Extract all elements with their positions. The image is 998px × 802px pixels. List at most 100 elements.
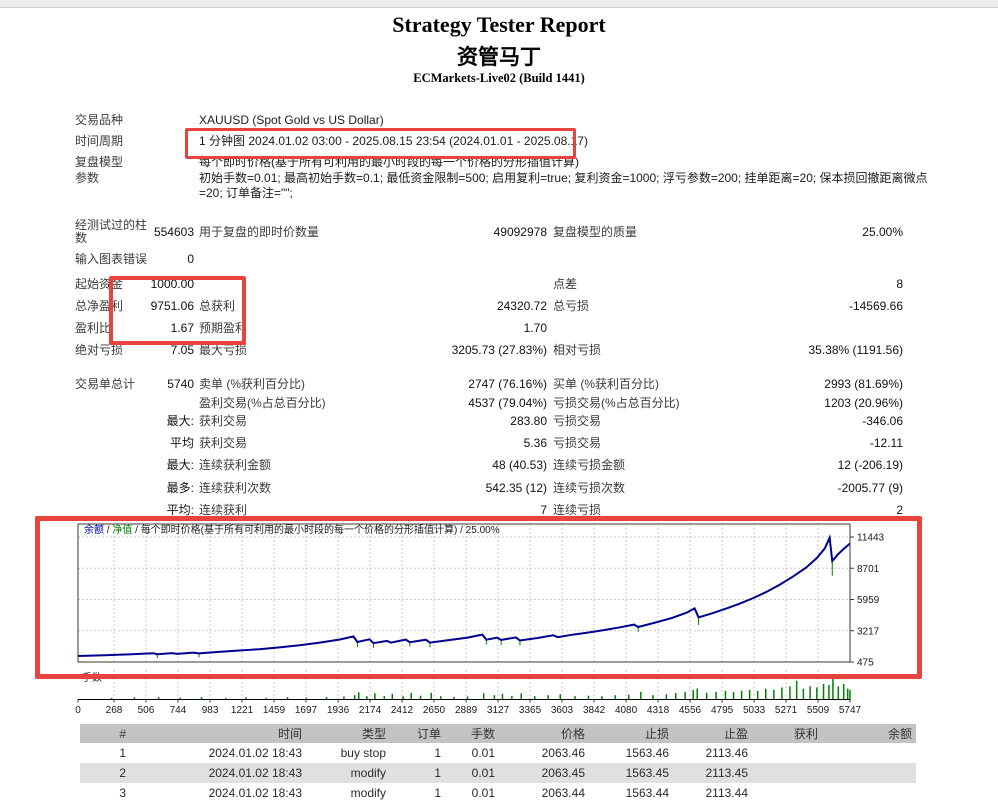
trades-column-header: 价格 (499, 724, 589, 743)
trades-cell: 2063.46 (541, 746, 585, 760)
x-tick-label: 3365 (519, 705, 542, 716)
x-tick-label: 5747 (839, 705, 862, 716)
lots-bar (640, 691, 642, 700)
x-tick-label: 744 (170, 705, 187, 716)
lots-bar (225, 697, 227, 700)
lots-bar (849, 689, 851, 700)
lots-bar (715, 691, 717, 700)
trades-header-row: # 时间 类型 订单 手数 价格 止损 止盈 获利 余额 (80, 724, 916, 743)
lots-bar (533, 696, 536, 700)
stats-row: 输入图表错误 0 (0, 252, 998, 268)
lots-bar (559, 694, 561, 700)
x-tick-label: 268 (106, 705, 123, 716)
lots-bar (305, 697, 308, 700)
x-tick-label: 0 (75, 705, 81, 716)
lots-bar (756, 690, 759, 700)
info-row-value: 初始手数=0.01; 最高初始手数=0.1; 最低资金限制=500; 启用复利=… (199, 171, 928, 200)
stats-label: 连续获利 (199, 503, 248, 517)
stats-label: 亏损交易 (553, 436, 602, 450)
stats-value: 542.35 (12) (485, 481, 547, 495)
lots-bar (832, 675, 834, 700)
stats-value: 554603 (153, 225, 194, 239)
lots-bar (133, 697, 136, 700)
stats-value: 5.36 (523, 436, 547, 450)
stats-label: 盈利交易(%占总百分比) (199, 396, 326, 410)
lots-bar (520, 693, 523, 700)
lots-bar (419, 695, 422, 700)
lots-bar (846, 688, 849, 700)
trades-column-header: 止损 (589, 724, 673, 743)
stats-label: 交易单总计 (75, 377, 136, 391)
lots-bar (789, 686, 791, 700)
lots-bar (795, 680, 798, 700)
stats-row: 经测试过的柱数 554603 用于复盘的即时价数量 49092978 复盘模型的质量 25… (0, 219, 998, 245)
lots-bar (511, 696, 513, 700)
stats-label: 连续亏损 (553, 503, 602, 517)
lots-bar (809, 686, 811, 700)
x-tick-label: 4556 (679, 705, 702, 716)
trades-column-header: 余额 (822, 724, 916, 743)
trades-cell: 2113.44 (705, 786, 749, 800)
lots-bar (391, 693, 394, 700)
info-row-value: 1 分钟图 2024.01.02 03:00 - 2025.08.15 23:5… (199, 134, 588, 148)
trades-cell (822, 763, 916, 783)
y-tick-label: 11443 (857, 533, 885, 544)
lots-bar (601, 696, 603, 700)
trades-cell: 1 (434, 746, 441, 760)
stats-row: 盈利比 1.67 预期盈利 1.70 (0, 321, 998, 337)
lots-bar (740, 690, 743, 700)
lots-bar (828, 685, 830, 700)
stats-value: 最多: (166, 481, 194, 495)
trades-cell: 2024.01.02 18:43 (130, 763, 306, 783)
stats-value: -12.11 (869, 436, 903, 450)
lots-bar (157, 697, 160, 700)
lots-bar (692, 689, 694, 700)
lots-bar (837, 686, 840, 700)
stats-value: 24320.72 (496, 299, 547, 313)
stats-value: -14569.66 (848, 299, 903, 313)
lots-bar (547, 695, 549, 700)
stats-label: 获利交易 (199, 414, 248, 428)
balance-line (77, 533, 851, 657)
balance-equity-chart: 11443 8701 5959 3217 475 0 268 506 744 983 1221 145… (75, 523, 885, 716)
lots-bar (802, 688, 805, 700)
trades-column-header: 订单 (390, 724, 445, 743)
stats-row: 最大: 获利交易 283.80 亏损交易 -346.06 (0, 414, 998, 430)
lots-bar (614, 695, 617, 700)
stats-value: 5740 (167, 377, 194, 391)
legend-equity-label: 净值 (112, 525, 133, 536)
lots-bar (179, 697, 181, 700)
stats-row: 绝对亏损 7.05 最大亏损 3205.73 (27.83%) 相对亏损 35.38% (… (0, 343, 998, 359)
lots-bar (245, 697, 247, 700)
trades-cell: modify (306, 763, 390, 783)
trades-cell: 1563.46 (625, 746, 669, 760)
trades-cell: 2063.45 (499, 763, 589, 783)
lots-bar (748, 689, 751, 700)
stats-value: 1000.00 (150, 277, 194, 291)
trades-cell: 2 (80, 763, 130, 783)
stats-label: 连续亏损次数 (553, 481, 626, 495)
lots-bar (665, 694, 668, 700)
stats-label: 获利交易 (199, 436, 248, 450)
lots-bar (325, 697, 328, 700)
lots-bar (402, 696, 404, 700)
stats-value: 1203 (20.96%) (824, 396, 903, 410)
stats-row: 平均 获利交易 5.36 亏损交易 -12.11 (0, 436, 998, 452)
trades-column-header: 时间 (130, 724, 306, 743)
stats-row: 最大: 连续获利金额 48 (40.53) 连续亏损金额 12 (-206.19) (0, 458, 998, 474)
x-tick-label: 2174 (359, 705, 382, 716)
lots-bar (724, 690, 727, 700)
stats-value: 9751.06 (150, 299, 194, 313)
stats-value: 48 (40.53) (492, 458, 547, 472)
lots-bar (482, 693, 485, 700)
stats-value: 283.80 (510, 414, 547, 428)
lots-bar (466, 696, 469, 700)
x-tick-label: 3842 (583, 705, 606, 716)
legend-separator: / (132, 525, 141, 536)
trades-column-header: 止盈 (673, 724, 752, 743)
trades-cell: 3 (119, 786, 126, 800)
stats-value: 7.05 (170, 343, 194, 357)
trades-column-header: # (80, 724, 130, 743)
stats-value: 0 (187, 252, 194, 266)
window-top-strip (0, 0, 998, 8)
